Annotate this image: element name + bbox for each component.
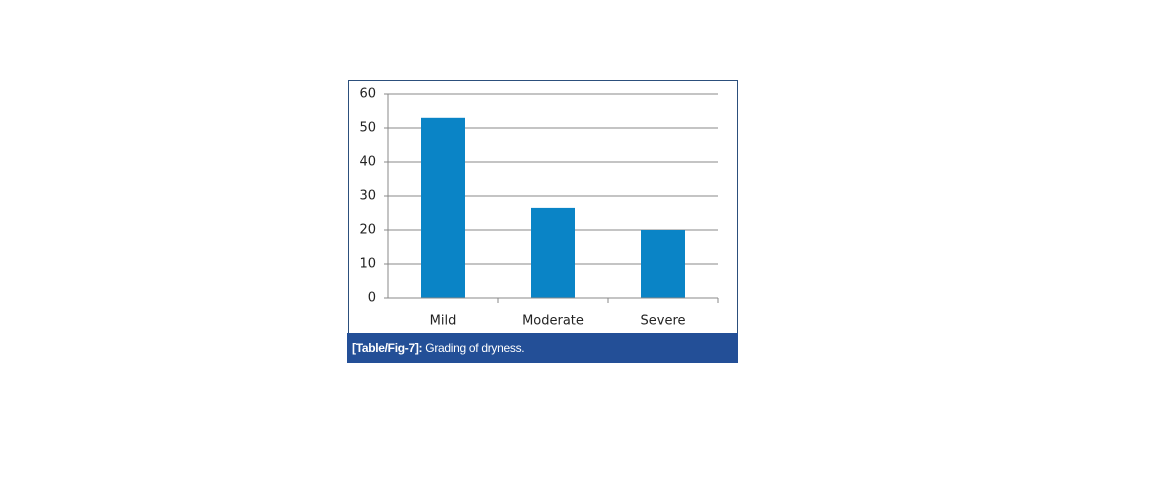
bar [421, 117, 465, 298]
y-tick-label: 30 [359, 189, 376, 204]
caption: [Table/Fig-7]: Grading of dryness. [347, 333, 738, 363]
x-tick-label: Moderate [522, 314, 584, 329]
caption-text: Grading of dryness. [425, 341, 525, 355]
caption-label: [Table/Fig-7]: [352, 341, 423, 355]
y-tick-label: 10 [359, 257, 376, 272]
bar [531, 207, 575, 298]
y-tick-label: 0 [368, 291, 376, 306]
x-tick-label: Severe [641, 314, 686, 329]
x-tick-label: Mild [430, 314, 457, 329]
y-tick-label: 60 [359, 87, 376, 102]
y-tick-label: 50 [359, 121, 376, 136]
y-tick-label: 40 [359, 155, 376, 170]
y-tick-label: 20 [359, 223, 376, 238]
bar [641, 230, 685, 298]
